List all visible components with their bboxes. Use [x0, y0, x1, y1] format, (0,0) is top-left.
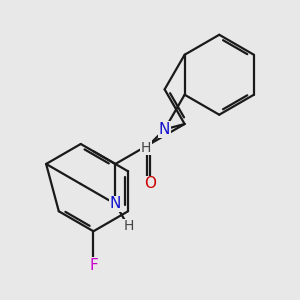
Text: N: N: [110, 196, 121, 211]
Text: O: O: [144, 176, 156, 191]
Text: F: F: [89, 258, 98, 273]
Text: H: H: [123, 220, 134, 233]
Text: H: H: [141, 141, 152, 155]
Text: N: N: [159, 122, 170, 137]
